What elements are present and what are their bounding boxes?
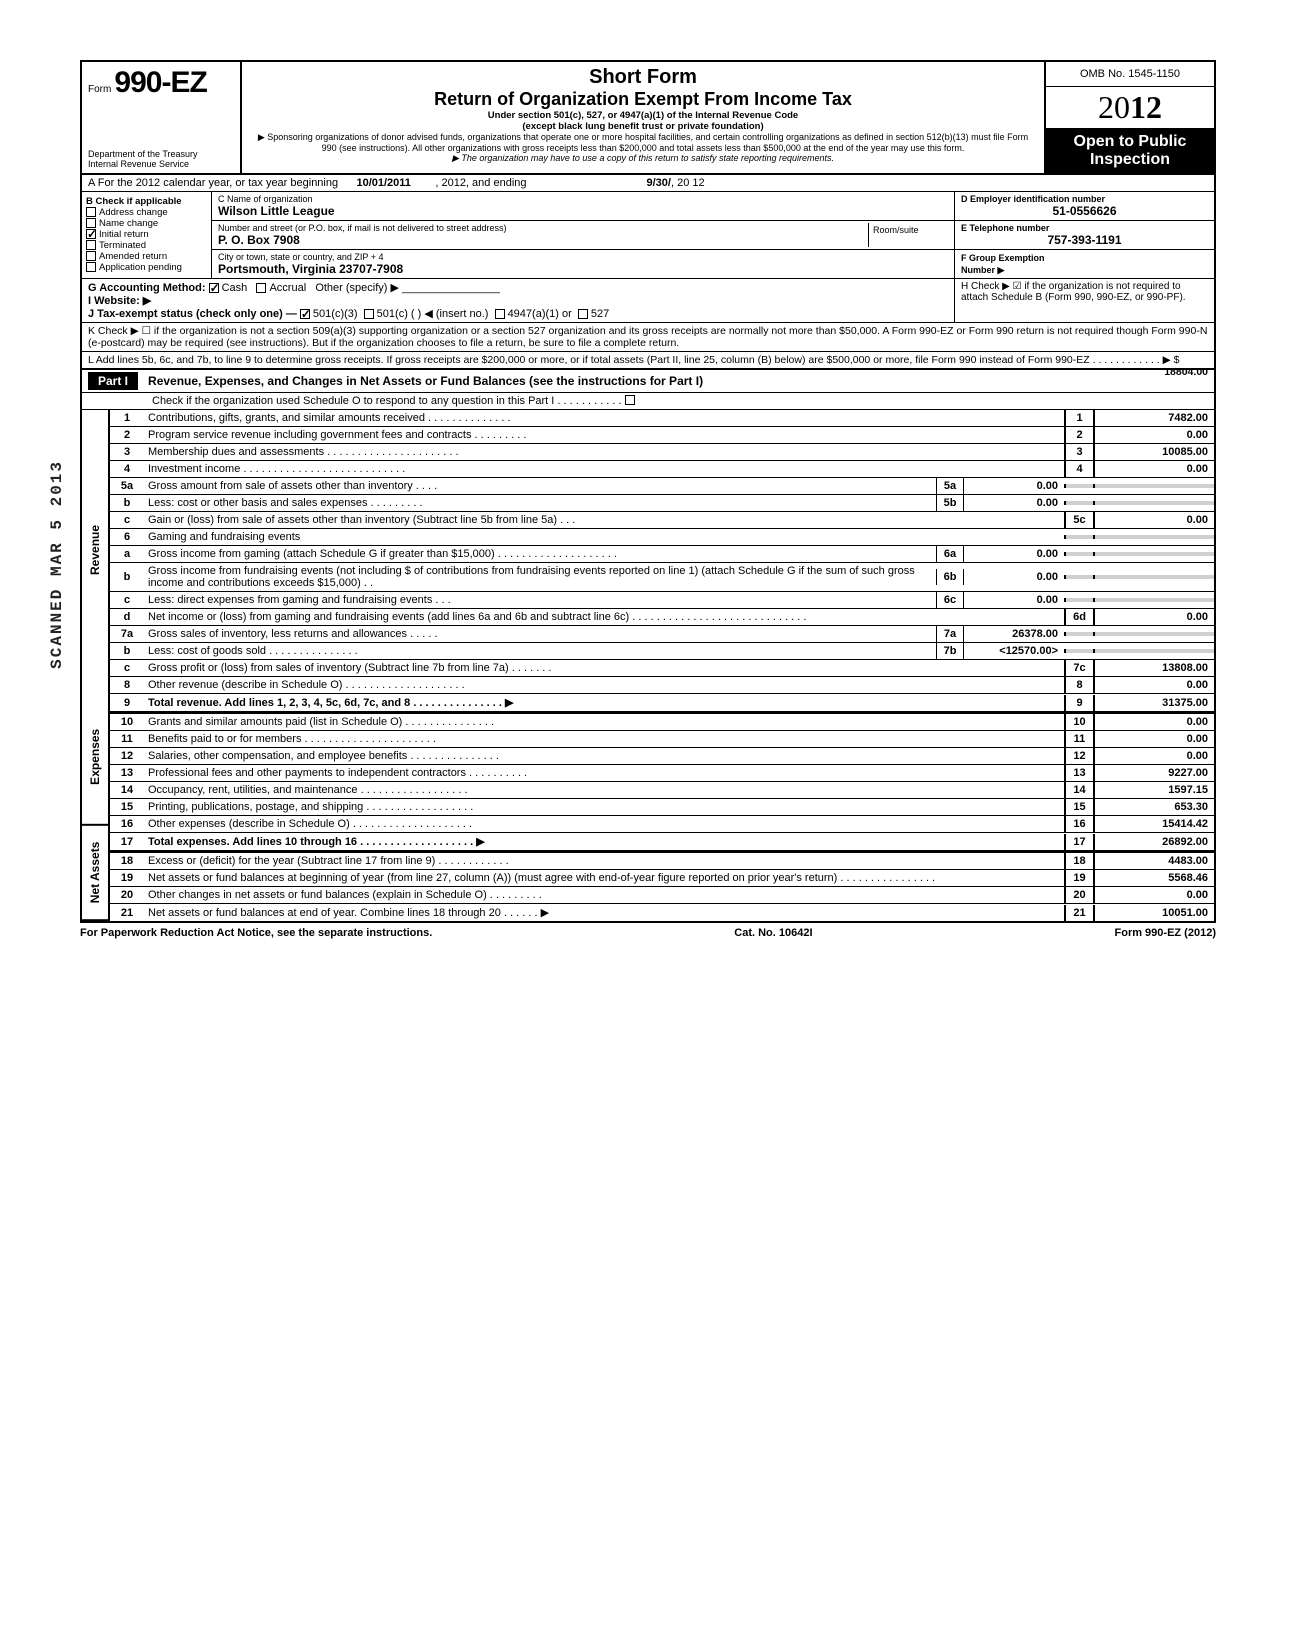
line-15: 15 Printing, publications, postage, and … — [110, 799, 1214, 816]
checkbox-4947[interactable] — [495, 309, 505, 319]
label-expenses: Expenses — [82, 690, 108, 826]
form-header: Form 990-EZ Department of the Treasury I… — [82, 62, 1214, 175]
checkbox-501c[interactable] — [364, 309, 374, 319]
subtitle-except: (except black lung benefit trust or priv… — [250, 121, 1036, 132]
dept-treasury: Department of the Treasury — [88, 149, 234, 159]
checkbox-application-pending[interactable] — [86, 262, 96, 272]
col-de: D Employer identification number 51-0556… — [954, 192, 1214, 278]
form-footer: For Paperwork Reduction Act Notice, see … — [80, 923, 1216, 943]
line-17: 17 Total expenses. Add lines 10 through … — [110, 833, 1214, 851]
line-4: 4 Investment income . . . . . . . . . . … — [110, 461, 1214, 478]
line-6d: d Net income or (loss) from gaming and f… — [110, 609, 1214, 626]
footer-paperwork: For Paperwork Reduction Act Notice, see … — [80, 927, 432, 939]
row-i-website: I Website: ▶ — [88, 295, 151, 307]
label-revenue: Revenue — [82, 410, 108, 690]
line-9: 9 Total revenue. Add lines 1, 2, 3, 4, 5… — [110, 694, 1214, 712]
line-7a: 7a Gross sales of inventory, less return… — [110, 626, 1214, 643]
row-j-tax-status: J Tax-exempt status (check only one) — 5… — [88, 308, 609, 320]
line-19: 19 Net assets or fund balances at beginn… — [110, 870, 1214, 887]
line-20: 20 Other changes in net assets or fund b… — [110, 887, 1214, 904]
gross-receipts-value: 18804.00 — [1164, 366, 1208, 378]
line-6b: b Gross income from fundraising events (… — [110, 563, 1214, 592]
line-5b: b Less: cost or other basis and sales ex… — [110, 495, 1214, 512]
part1-header: Part I Revenue, Expenses, and Changes in… — [82, 370, 1214, 393]
form-prefix: Form — [88, 84, 111, 95]
open-to-public: Open to Public Inspection — [1046, 129, 1214, 173]
omb-number: OMB No. 1545-1150 — [1046, 62, 1214, 87]
line-3: 3 Membership dues and assessments . . . … — [110, 444, 1214, 461]
line-6c: c Less: direct expenses from gaming and … — [110, 592, 1214, 609]
checkbox-527[interactable] — [578, 309, 588, 319]
line-1: 1 Contributions, gifts, grants, and simi… — [110, 410, 1214, 427]
line-6a: a Gross income from gaming (attach Sched… — [110, 546, 1214, 563]
row-g-h: G Accounting Method: Cash Accrual Other … — [82, 279, 1214, 323]
checkbox-amended-return[interactable] — [86, 251, 96, 261]
line-10: 10 Grants and similar amounts paid (list… — [110, 714, 1214, 731]
line-14: 14 Occupancy, rent, utilities, and maint… — [110, 782, 1214, 799]
line-12: 12 Salaries, other compensation, and emp… — [110, 748, 1214, 765]
line-7b: b Less: cost of goods sold . . . . . . .… — [110, 643, 1214, 660]
checkbox-terminated[interactable] — [86, 240, 96, 250]
line-8: 8 Other revenue (describe in Schedule O)… — [110, 677, 1214, 694]
block-identity: B Check if applicable Address changeName… — [82, 192, 1214, 279]
col-b-checkboxes: B Check if applicable Address changeName… — [82, 192, 212, 278]
part1-check-o: Check if the organization used Schedule … — [82, 393, 1214, 410]
form-number: 990-EZ — [114, 66, 206, 99]
line-18: 18 Excess or (deficit) for the year (Sub… — [110, 853, 1214, 870]
footer-catno: Cat. No. 10642I — [734, 927, 812, 939]
dept-irs: Internal Revenue Service — [88, 159, 234, 169]
checkbox-accrual[interactable] — [256, 283, 266, 293]
title-return: Return of Organization Exempt From Incom… — [250, 89, 1036, 110]
footer-formno: Form 990-EZ (2012) — [1115, 927, 1216, 939]
room-suite: Room/suite — [868, 223, 948, 247]
line-16: 16 Other expenses (describe in Schedule … — [110, 816, 1214, 833]
checkbox-initial-return[interactable] — [86, 229, 96, 239]
subtitle-state: ▶ The organization may have to use a cop… — [250, 153, 1036, 164]
row-h-schedule-b: H Check ▶ ☑ if the organization is not r… — [954, 279, 1214, 322]
ein: 51-0556626 — [961, 204, 1208, 218]
tax-year: 2012 — [1046, 87, 1214, 129]
checkbox-cash[interactable] — [209, 283, 219, 293]
label-netassets: Net Assets — [82, 826, 108, 921]
org-city: Portsmouth, Virginia 23707-7908 — [218, 262, 948, 276]
title-short-form: Short Form — [250, 66, 1036, 89]
checkbox-501c3[interactable] — [300, 309, 310, 319]
line-21: 21 Net assets or fund balances at end of… — [110, 904, 1214, 921]
checkbox-schedule-o[interactable] — [625, 395, 635, 405]
col-c-name-address: C Name of organization Wilson Little Lea… — [212, 192, 954, 278]
line-11: 11 Benefits paid to or for members . . .… — [110, 731, 1214, 748]
row-k: K Check ▶ ☐ if the organization is not a… — [82, 323, 1214, 352]
line-6: 6 Gaming and fundraising events — [110, 529, 1214, 546]
line-5a: 5a Gross amount from sale of assets othe… — [110, 478, 1214, 495]
checkbox-address-change[interactable] — [86, 207, 96, 217]
line-5c: c Gain or (loss) from sale of assets oth… — [110, 512, 1214, 529]
subtitle-sponsoring: ▶ Sponsoring organizations of donor advi… — [250, 132, 1036, 153]
org-name: Wilson Little League — [218, 204, 948, 218]
row-a-tax-year: A For the 2012 calendar year, or tax yea… — [82, 175, 1214, 192]
line-7c: c Gross profit or (loss) from sales of i… — [110, 660, 1214, 677]
org-address: P. O. Box 7908 — [218, 233, 868, 247]
line-13: 13 Professional fees and other payments … — [110, 765, 1214, 782]
sections: Revenue Expenses Net Assets 1 Contributi… — [82, 410, 1214, 921]
line-2: 2 Program service revenue including gove… — [110, 427, 1214, 444]
row-l-gross-receipts: L Add lines 5b, 6c, and 7b, to line 9 to… — [82, 352, 1214, 370]
scanned-stamp: SCANNED MAR 5 2013 — [48, 460, 66, 669]
form-990ez: Form 990-EZ Department of the Treasury I… — [80, 60, 1216, 923]
telephone: 757-393-1191 — [961, 233, 1208, 247]
subtitle-section: Under section 501(c), 527, or 4947(a)(1)… — [250, 110, 1036, 121]
